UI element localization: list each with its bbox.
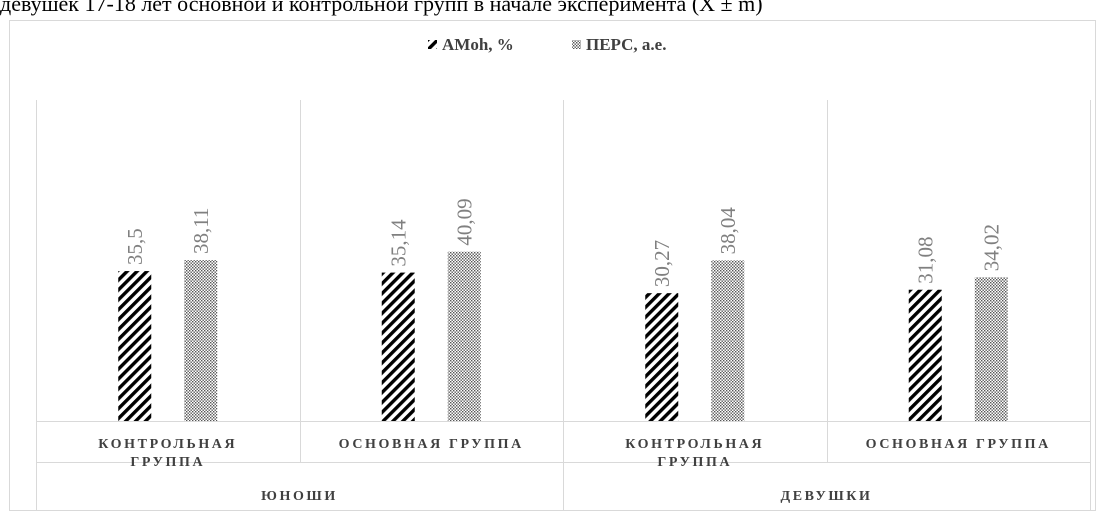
group-label: ЮНОШИ <box>261 489 338 504</box>
bar-pers <box>711 260 745 421</box>
category-label: ОСНОВНАЯ ГРУППА <box>339 437 524 452</box>
data-labels: 35,5 38,11 35,14 40,09 30,27 38,04 31,08 34,02 <box>123 198 1004 287</box>
data-label: 30,27 <box>650 240 674 287</box>
category-labels: КОНТРОЛЬНАЯ ГРУППА ОСНОВНАЯ ГРУППА КОНТРОЛЬ… <box>98 437 1051 470</box>
category-label: ГРУППА <box>657 455 732 470</box>
legend: AMoh, % ПЕРС, а.е. <box>428 35 666 54</box>
category-label: ОСНОВНАЯ ГРУППА <box>866 437 1051 452</box>
data-label: 38,11 <box>189 208 213 254</box>
legend-label: ПЕРС, а.е. <box>586 35 666 54</box>
bar-amoh <box>645 293 679 421</box>
data-label: 35,14 <box>386 219 410 267</box>
data-label: 31,08 <box>913 236 937 283</box>
legend-label: AMoh, % <box>442 35 514 54</box>
data-label: 34,02 <box>979 224 1003 271</box>
bar-amoh <box>908 289 942 421</box>
page-title: девушек 17-18 лет основной и контрольной… <box>0 0 763 16</box>
bar-pers <box>184 260 218 421</box>
bar-amoh <box>118 271 152 421</box>
legend-swatch-pers <box>572 40 581 49</box>
category-axis <box>36 100 1091 510</box>
category-label: ГРУППА <box>130 455 205 470</box>
category-label: КОНТРОЛЬНАЯ <box>98 437 237 452</box>
group-labels: ЮНОШИ ДЕВУШКИ <box>261 489 872 504</box>
bar-pers <box>447 251 481 421</box>
bars <box>118 251 1008 421</box>
legend-swatch-amoh <box>428 40 437 49</box>
data-label: 38,04 <box>716 207 740 255</box>
bar-amoh <box>381 272 415 421</box>
data-label: 35,5 <box>123 228 147 265</box>
bar-pers <box>974 277 1008 421</box>
data-label: 40,09 <box>452 198 476 245</box>
category-label: КОНТРОЛЬНАЯ <box>625 437 764 452</box>
group-label: ДЕВУШКИ <box>780 489 872 504</box>
